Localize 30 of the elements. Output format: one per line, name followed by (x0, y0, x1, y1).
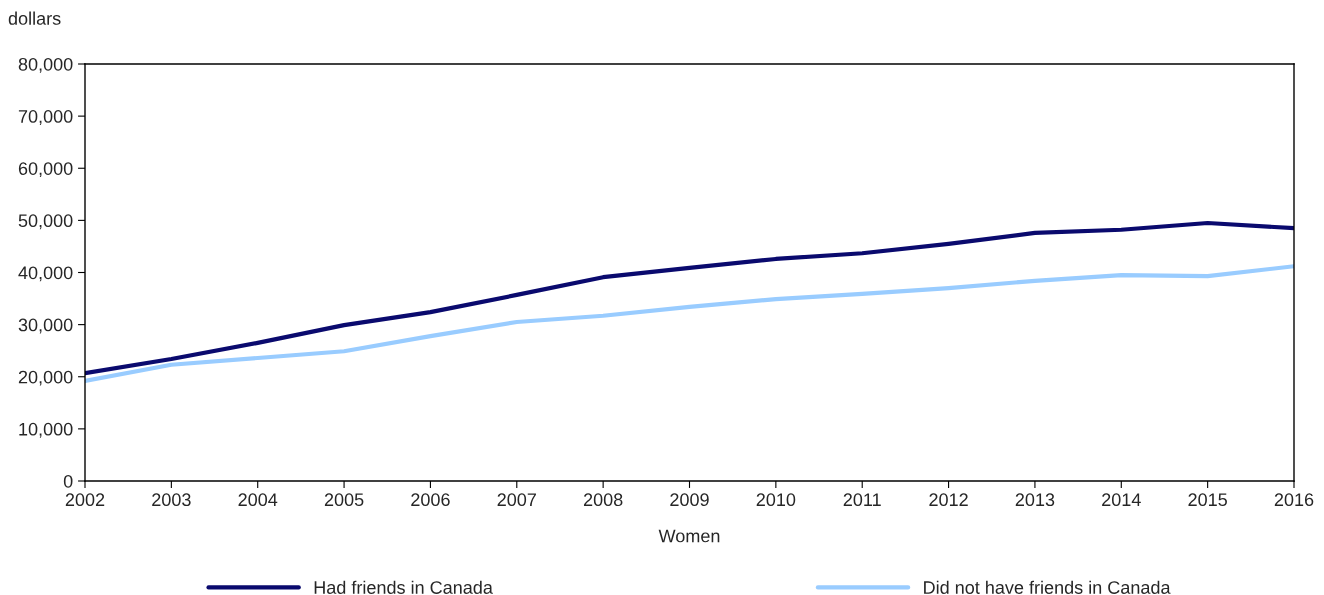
y-tick-label: 60,000 (18, 162, 73, 178)
y-tick-label: 70,000 (18, 110, 73, 125)
x-tick-label: 2015 (1188, 493, 1227, 507)
x-tick-label: 2016 (1274, 493, 1314, 507)
y-axis-title: dollars (8, 11, 61, 25)
x-tick-label: 2005 (324, 493, 364, 507)
x-tick-label: 2003 (152, 493, 191, 507)
y-tick-label: 0 (63, 474, 73, 488)
legend-label: Had friends in Canada (314, 580, 493, 594)
line-series (85, 264, 1294, 384)
x-tick-label: 2008 (583, 493, 623, 507)
x-tick-label: 2009 (670, 493, 709, 507)
y-tick-label: 30,000 (18, 318, 73, 334)
x-tick-label: 2014 (1102, 493, 1141, 507)
legend-label: Did not have friends in Canada (924, 580, 1171, 594)
x-tick-label: 2010 (756, 493, 796, 507)
x-tick-label: 2006 (411, 493, 450, 507)
line-series (85, 220, 1294, 376)
y-tick-label: 80,000 (18, 57, 73, 73)
y-tick-label: 50,000 (18, 214, 73, 230)
x-tick-label: 2002 (65, 493, 105, 507)
y-tick-label: 40,000 (18, 266, 73, 282)
x-tick-label: 2004 (238, 493, 278, 507)
y-tick-label: 10,000 (19, 422, 73, 438)
x-tick-label: 2012 (929, 493, 968, 507)
x-axis-title: Women (658, 529, 720, 543)
x-tick-label: 2007 (497, 493, 536, 507)
x-tick-label: 2013 (1015, 493, 1055, 507)
y-tick-label: 20,000 (18, 370, 73, 386)
x-tick-label: 2011 (843, 493, 881, 507)
